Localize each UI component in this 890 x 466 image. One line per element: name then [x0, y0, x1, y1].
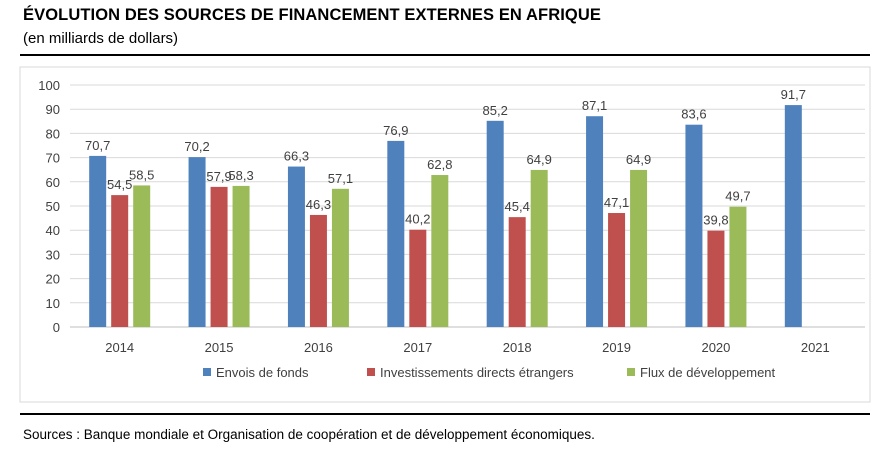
x-tick-label: 2015 [205, 340, 234, 355]
data-label: 47,1 [604, 195, 629, 210]
data-label: 40,2 [405, 212, 430, 227]
x-tick-label: 2018 [503, 340, 532, 355]
data-label: 87,1 [582, 98, 607, 113]
bar [133, 185, 151, 327]
data-label: 70,7 [85, 138, 110, 153]
data-label: 66,3 [284, 149, 309, 164]
data-label: 49,7 [725, 189, 750, 204]
data-label: 58,5 [129, 167, 154, 182]
y-tick-label: 80 [46, 126, 60, 141]
y-tick-label: 100 [38, 78, 60, 93]
data-label: 91,7 [781, 87, 806, 102]
page-title: ÉVOLUTION DES SOURCES DE FINANCEMENT EXT… [23, 6, 601, 24]
data-label: 83,6 [681, 107, 706, 122]
bar [508, 217, 526, 327]
bar [586, 116, 604, 327]
x-tick-label: 2017 [403, 340, 432, 355]
y-tick-label: 70 [46, 151, 60, 166]
x-tick-label: 2019 [602, 340, 631, 355]
y-tick-label: 20 [46, 272, 60, 287]
x-tick-label: 2014 [105, 340, 134, 355]
data-label: 64,9 [626, 152, 651, 167]
x-axis-ticks: 2014 2015 2016 2017 2018 2019 2020 2021 [105, 340, 830, 355]
page-subtitle: (en milliards de dollars) [23, 30, 179, 47]
bar [331, 188, 349, 327]
legend-label: Flux de développement [640, 365, 776, 380]
y-tick-label: 10 [46, 296, 60, 311]
bar [707, 230, 725, 327]
data-label: 57,1 [328, 171, 353, 186]
top-divider [20, 54, 870, 56]
bar [309, 214, 327, 327]
bar [387, 140, 405, 327]
y-tick-label: 50 [46, 199, 60, 214]
legend-label: Envois de fonds [216, 365, 309, 380]
y-tick-label: 0 [53, 320, 60, 335]
x-tick-label: 2021 [801, 340, 830, 355]
data-label: 58,3 [228, 168, 253, 183]
legend: Envois de fonds Investissements directs é… [203, 365, 776, 380]
y-axis-ticks: 0 10 20 30 40 50 60 70 80 90 100 [38, 78, 60, 335]
bottom-divider [20, 413, 870, 415]
bar [630, 169, 648, 327]
data-label: 57,9 [206, 169, 231, 184]
bar-chart: 0 10 20 30 40 50 60 70 80 90 100 70,7 54,558,5 70,2 5… [19, 66, 871, 403]
data-label: 62,8 [427, 157, 452, 172]
bar [287, 166, 305, 327]
data-label: 70,2 [184, 139, 209, 154]
bar [232, 185, 250, 327]
data-label: 39,8 [703, 213, 728, 228]
legend-swatch [203, 368, 211, 376]
bar [486, 120, 504, 327]
bar [111, 195, 129, 327]
bar [89, 155, 107, 327]
data-label: 46,3 [306, 197, 331, 212]
bar [409, 229, 427, 327]
y-tick-label: 40 [46, 223, 60, 238]
data-label: 54,5 [107, 177, 132, 192]
data-label: 45,4 [505, 199, 530, 214]
bars [89, 105, 802, 327]
y-tick-label: 60 [46, 175, 60, 190]
bar [729, 206, 747, 327]
data-label: 64,9 [527, 152, 552, 167]
x-tick-label: 2016 [304, 340, 333, 355]
y-tick-label: 90 [46, 102, 60, 117]
data-labels: 70,7 54,558,5 70,2 57,958,3 66,3 46,3 57,1 76,9… [85, 87, 806, 228]
bar [188, 157, 206, 327]
data-label: 76,9 [383, 123, 408, 138]
bar [431, 175, 449, 327]
x-tick-label: 2020 [701, 340, 730, 355]
legend-label: Investissements directs étrangers [380, 365, 574, 380]
source-note: Sources : Banque mondiale et Organisatio… [23, 427, 595, 442]
bar [530, 169, 548, 327]
bar [784, 105, 802, 327]
bar [608, 213, 626, 327]
bar [685, 124, 703, 327]
data-label: 85,2 [483, 103, 508, 118]
legend-swatch [367, 368, 375, 376]
bar [210, 186, 228, 327]
y-tick-label: 30 [46, 247, 60, 262]
legend-swatch [627, 368, 635, 376]
